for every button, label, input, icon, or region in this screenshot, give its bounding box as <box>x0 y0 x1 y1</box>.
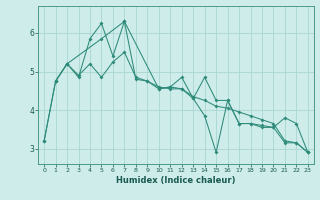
X-axis label: Humidex (Indice chaleur): Humidex (Indice chaleur) <box>116 176 236 185</box>
